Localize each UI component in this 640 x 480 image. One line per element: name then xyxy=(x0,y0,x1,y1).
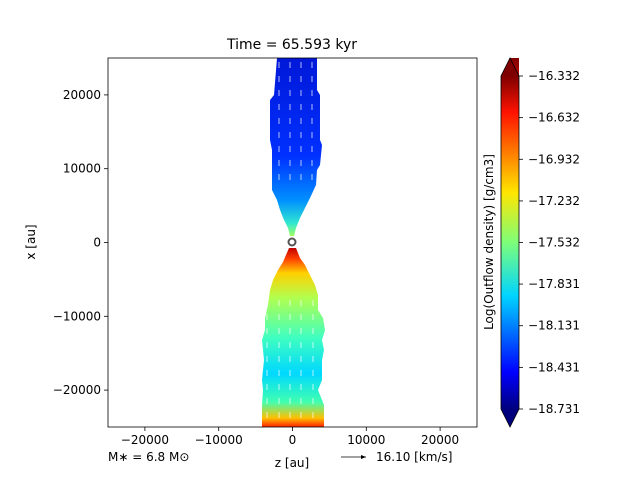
colorbar-tick-label: −17.831 xyxy=(528,277,580,291)
lower-outflow-lobe xyxy=(262,248,325,427)
x-tick-label: −10000 xyxy=(195,433,243,447)
colorbar-tick-label: −18.431 xyxy=(528,360,580,374)
colorbar-tick-label: −17.232 xyxy=(528,194,580,208)
y-tick-label: −20000 xyxy=(53,383,101,397)
colorbar-label: Log(Outflow density) [g/cm3] xyxy=(482,154,496,330)
x-tick-label: 10000 xyxy=(347,433,385,447)
x-tick-label: 20000 xyxy=(421,433,459,447)
x-axis: −20000 −10000 0 10000 20000 xyxy=(121,427,459,447)
y-tick-label: −10000 xyxy=(53,309,101,323)
colorbar-tick-label: −18.731 xyxy=(528,402,580,416)
upper-outflow-lobe xyxy=(270,58,322,236)
source-marker xyxy=(287,237,297,247)
x-axis-label: z [au] xyxy=(275,456,309,470)
velocity-scale-arrowhead xyxy=(361,455,366,459)
y-tick-label: 0 xyxy=(93,236,101,250)
y-tick-label: 10000 xyxy=(63,162,101,176)
colorbar-ticks: −16.332 −16.632 −16.932 −17.232 −17.532 −17.8… xyxy=(519,69,580,416)
velocity-scale-key: 16.10 [km/s] xyxy=(341,450,452,464)
chart-title: Time = 65.593 kyr xyxy=(226,37,357,53)
plot-area xyxy=(107,57,478,428)
colorbar-fill-main xyxy=(501,76,519,409)
y-axis: 20000 10000 0 −10000 −20000 xyxy=(53,88,108,397)
velocity-vectors xyxy=(266,62,314,418)
colorbar-extend-bottom xyxy=(501,409,519,427)
colorbar-tick-label: −16.932 xyxy=(528,152,580,166)
colorbar-tick-label: −16.332 xyxy=(528,69,580,83)
colorbar-extend-top xyxy=(501,58,519,76)
y-tick-label: 20000 xyxy=(63,88,101,102)
x-tick-label: 0 xyxy=(289,433,297,447)
velocity-scale-label: 16.10 [km/s] xyxy=(376,450,452,464)
colorbar-tick-label: −16.632 xyxy=(528,111,580,125)
x-tick-label: −20000 xyxy=(121,433,169,447)
y-axis-label: x [au] xyxy=(24,224,38,259)
colorbar-tick-label: −17.532 xyxy=(528,236,580,250)
colorbar-tick-label: −18.131 xyxy=(528,319,580,333)
colorbar: −16.332 −16.632 −16.932 −17.232 −17.532 −17.8… xyxy=(482,57,580,428)
stellar-mass-label: M∗ = 6.8 M⊙ xyxy=(108,450,189,464)
